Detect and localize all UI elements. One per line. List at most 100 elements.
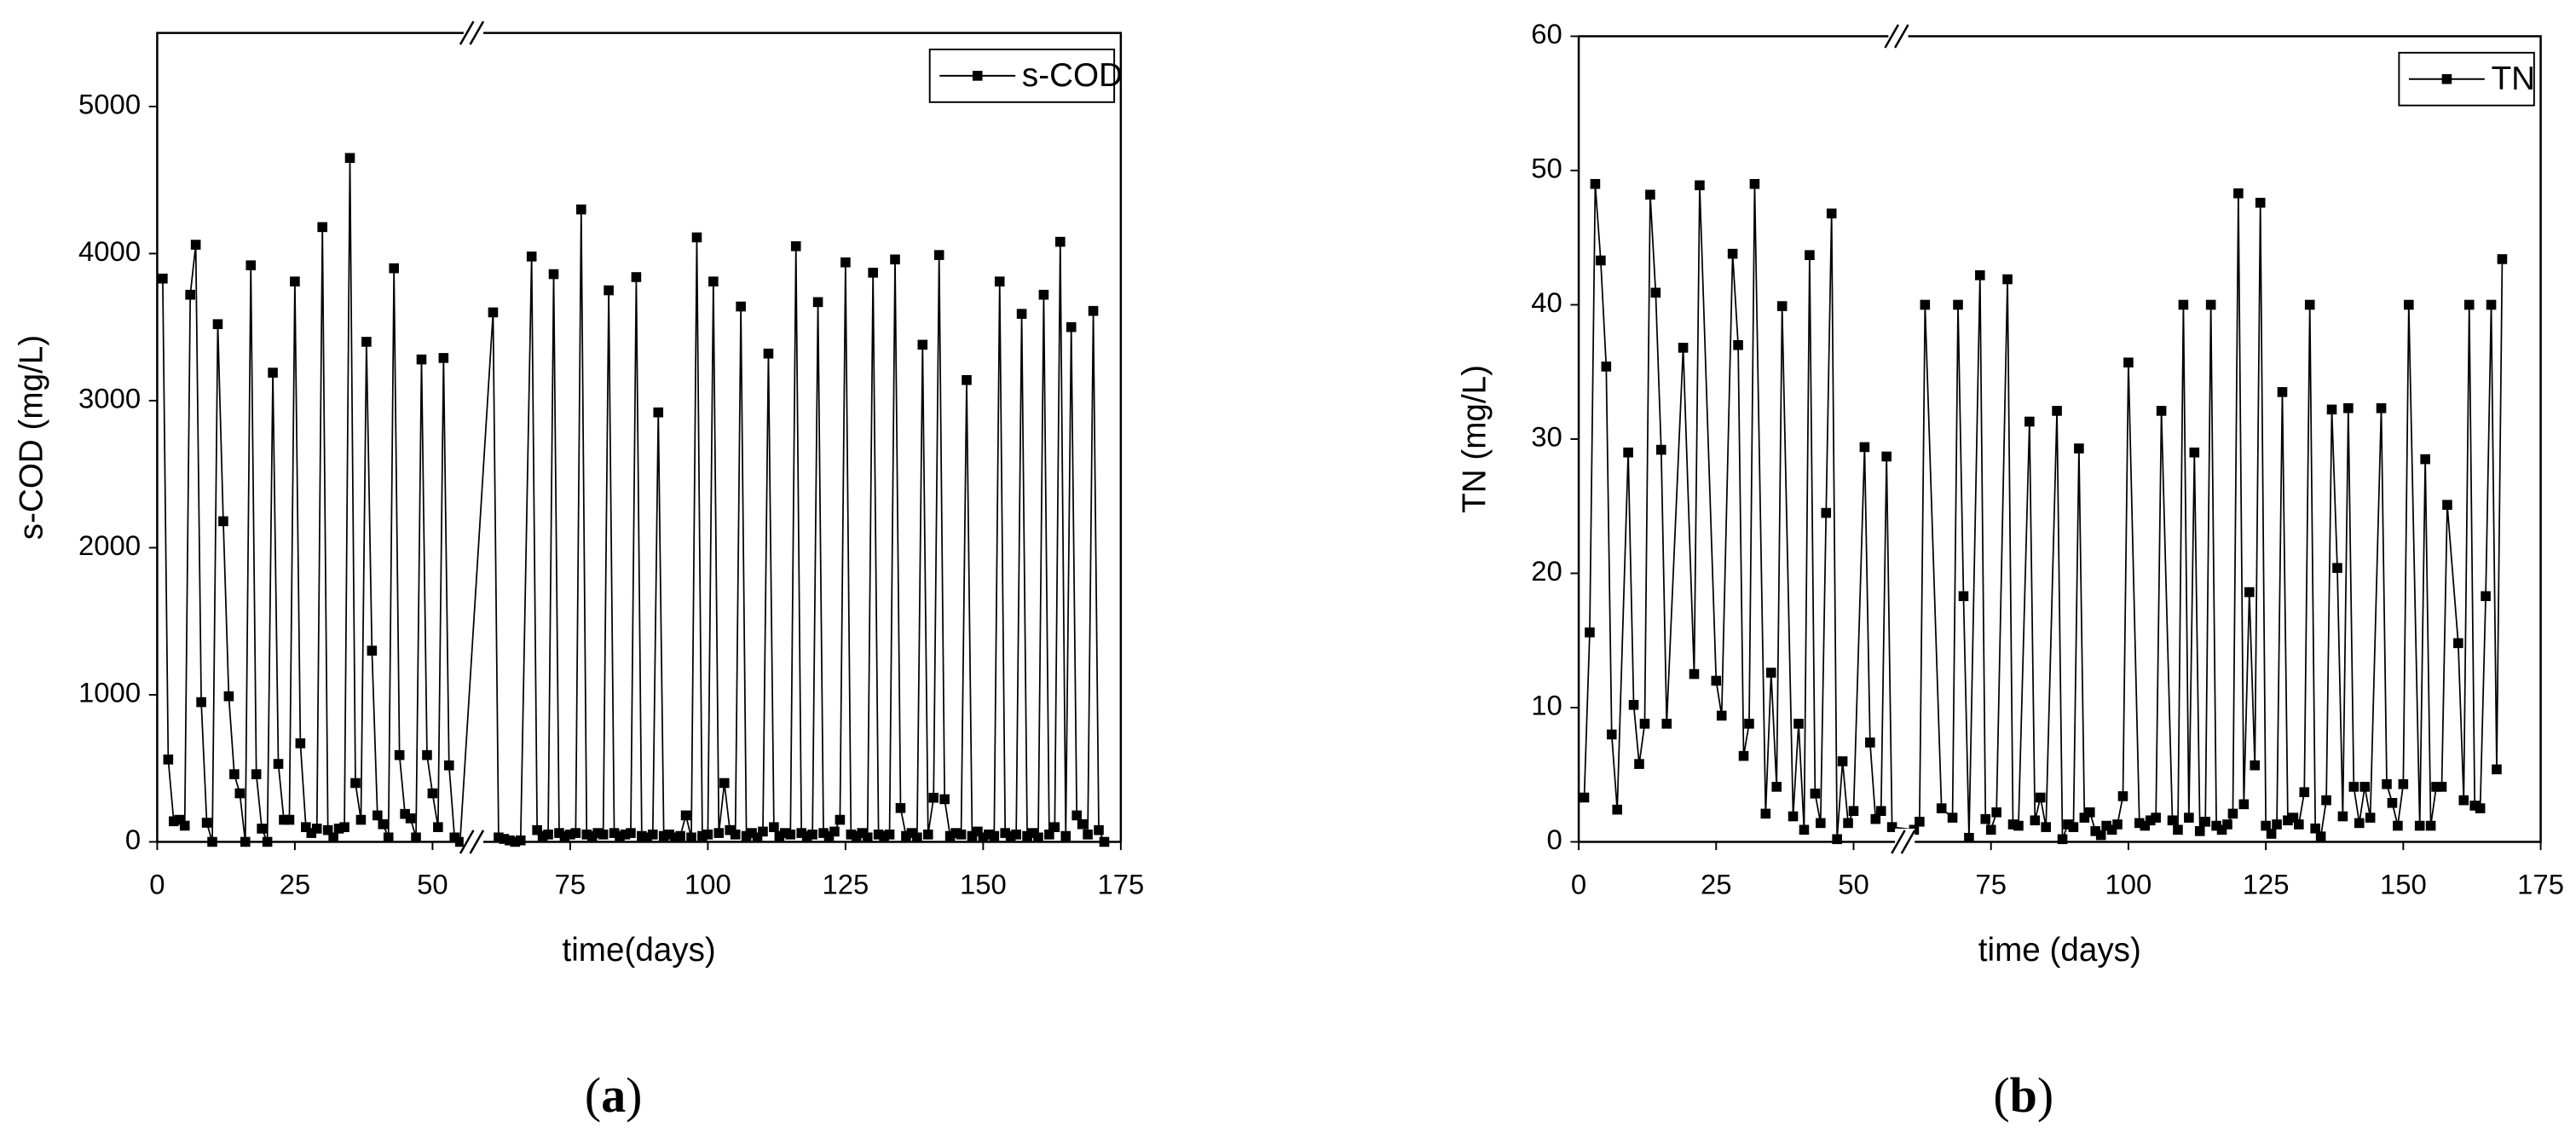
data-point	[543, 830, 553, 840]
data-point	[758, 826, 768, 837]
data-point	[763, 348, 774, 359]
data-point	[2024, 416, 2035, 427]
legend-marker	[972, 71, 983, 81]
data-point	[2084, 807, 2095, 818]
data-point	[169, 816, 179, 827]
y-tick-label: 40	[1531, 286, 1562, 318]
data-point	[2469, 801, 2480, 811]
data-point	[725, 824, 736, 836]
x-tick-label: 0	[1571, 868, 1586, 899]
data-point	[306, 828, 317, 838]
x-tick-label: 0	[149, 868, 165, 899]
data-point	[1865, 737, 1875, 748]
data-point	[801, 830, 812, 841]
data-point	[1650, 287, 1661, 298]
data-point	[2458, 795, 2469, 806]
data-point	[1985, 824, 1996, 836]
data-point	[2074, 443, 2084, 454]
x-tick-label: 75	[1975, 868, 2007, 899]
panel-label: (b)	[1993, 1067, 2053, 1123]
x-tick-label: 25	[280, 868, 311, 899]
data-point	[2090, 826, 2101, 836]
data-point	[394, 749, 405, 760]
data-point	[279, 814, 289, 825]
data-point	[311, 824, 322, 834]
data-point	[2178, 299, 2189, 310]
y-tick-label: 5000	[78, 89, 141, 120]
data-point	[2117, 791, 2128, 801]
data-point	[2106, 824, 2117, 836]
data-point	[245, 260, 257, 271]
data-point	[2294, 819, 2304, 830]
data-point	[637, 830, 647, 841]
data-point	[846, 830, 857, 840]
x-tick-label: 150	[2380, 868, 2427, 899]
data-point	[494, 832, 504, 843]
data-point	[835, 814, 846, 825]
data-point	[433, 822, 443, 832]
data-point	[2475, 803, 2486, 813]
data-point	[2123, 357, 2134, 368]
data-point	[400, 808, 410, 819]
legend-label: TN	[2492, 61, 2535, 97]
data-point	[1716, 710, 1727, 721]
data-point	[857, 828, 868, 838]
data-point	[2216, 824, 2227, 836]
data-point	[1771, 782, 1782, 792]
data-point	[2030, 815, 2041, 826]
data-point	[158, 273, 168, 284]
data-point	[675, 830, 685, 841]
data-point	[378, 818, 389, 830]
data-point	[207, 836, 217, 847]
data-point	[234, 788, 245, 799]
data-point	[422, 749, 432, 760]
data-point	[2404, 299, 2414, 310]
data-point	[780, 828, 790, 838]
data-point	[2140, 820, 2151, 831]
data-point	[1776, 301, 1788, 311]
data-point	[2277, 387, 2288, 397]
data-point	[163, 755, 174, 765]
data-point	[2167, 815, 2178, 826]
data-point	[373, 810, 383, 821]
data-point	[2255, 198, 2266, 208]
data-point	[1711, 675, 1722, 686]
data-point	[361, 337, 372, 347]
data-point	[647, 830, 658, 840]
data-point	[1816, 818, 1826, 829]
data-point	[774, 830, 785, 841]
data-point	[1975, 270, 1985, 280]
y-tick-label: 2000	[78, 529, 141, 561]
data-point	[1011, 830, 1021, 840]
data-point	[2436, 782, 2447, 792]
data-point	[2052, 406, 2062, 416]
data-point	[427, 788, 438, 799]
data-point	[1606, 729, 1617, 740]
plot-frame	[1577, 35, 2542, 843]
data-point	[598, 830, 609, 840]
data-point	[785, 830, 796, 840]
data-point	[2497, 254, 2508, 264]
data-point	[2145, 815, 2156, 826]
data-point	[868, 268, 878, 278]
data-point	[2134, 818, 2145, 829]
data-point	[2321, 795, 2331, 806]
data-point	[1695, 180, 1705, 191]
data-point	[1088, 305, 1099, 316]
data-point	[912, 832, 922, 843]
data-point	[1016, 309, 1027, 319]
data-point	[1000, 828, 1011, 838]
data-point	[852, 830, 862, 841]
data-point	[1826, 208, 1837, 219]
data-point	[2261, 820, 2271, 831]
y-tick-label: 60	[1531, 18, 1562, 49]
data-point	[1843, 818, 1853, 829]
data-point	[2414, 820, 2425, 831]
data-point	[201, 818, 212, 828]
data-point	[2222, 819, 2232, 830]
data-point	[2035, 792, 2046, 803]
data-point	[736, 301, 746, 312]
data-point	[1661, 719, 1672, 729]
data-point	[1628, 700, 1639, 710]
